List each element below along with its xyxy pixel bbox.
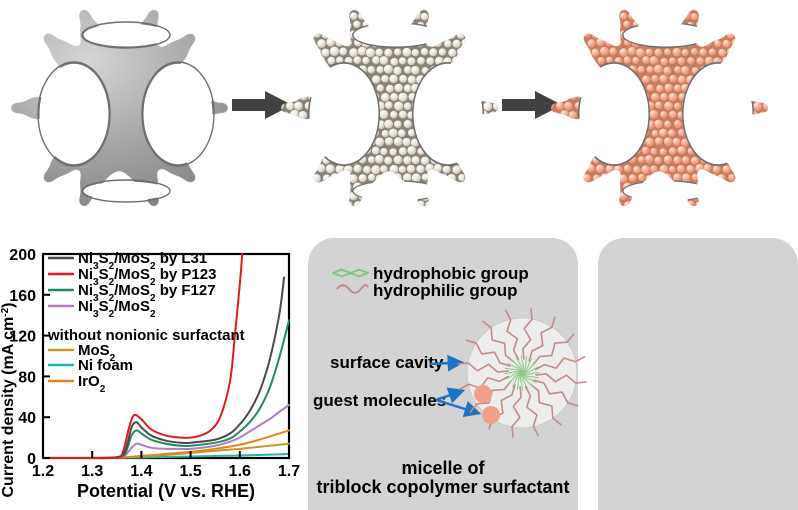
svg-text:surface cavity: surface cavity	[330, 353, 444, 372]
svg-text:hydrophilic group: hydrophilic group	[373, 281, 518, 300]
svg-text:triblock copolymer surfactant: triblock copolymer surfactant	[316, 477, 569, 497]
svg-text:guest molecules: guest molecules	[313, 391, 446, 410]
svg-text:micelle of: micelle of	[401, 458, 485, 478]
